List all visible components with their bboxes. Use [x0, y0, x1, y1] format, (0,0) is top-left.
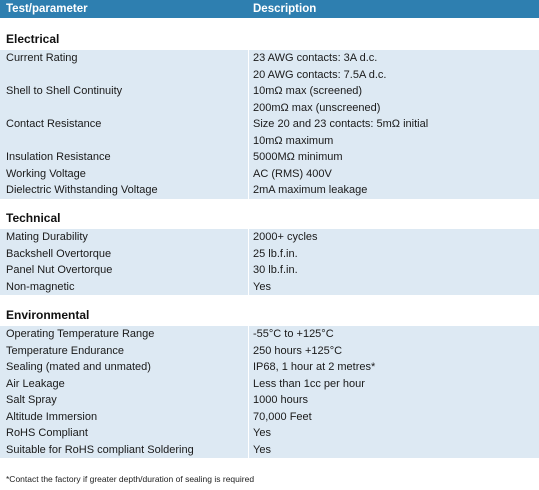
description-cell: 20 AWG contacts: 7.5A d.c. [253, 68, 387, 81]
parameter-cell: Altitude Immersion [6, 410, 98, 423]
parameter-cell: Working Voltage [6, 167, 86, 180]
footnote: *Contact the factory if greater depth/du… [6, 474, 255, 484]
description-cell: 2000+ cycles [253, 231, 318, 243]
description-cell: 70,000 Feet [253, 410, 312, 423]
header-description: Description [253, 3, 317, 15]
parameter-cell: Contact Resistance [6, 118, 102, 130]
description-cell: 5000MΩ minimum [253, 151, 343, 163]
parameter-cell: Non-magnetic [6, 280, 75, 293]
description-cell: -55°C to +125°C [253, 328, 334, 340]
parameter-cell: RoHS Compliant [6, 427, 88, 439]
parameter-cell: Temperature Endurance [6, 344, 125, 357]
description-cell: Yes [253, 443, 271, 456]
table-row: Contact Resistance Size 20 and 23 contact… [0, 116, 539, 133]
description-cell: 25 lb.f.in. [253, 247, 298, 260]
table-row: Backshell Overtorque 25 lb.f.in. [0, 245, 539, 262]
description-cell: 250 hours +125°C [253, 344, 343, 357]
parameter-cell: Shell to Shell Continuity [6, 85, 123, 97]
table-row: Mating Durability 2000+ cycles [0, 229, 539, 246]
parameter-cell: Backshell Overtorque [6, 247, 112, 260]
table-row: Panel Nut Overtorque 30 lb.f.in. [0, 262, 539, 279]
section-heading: Environmental [6, 308, 90, 322]
table-row: Insulation Resistance 5000MΩ minimum [0, 149, 539, 166]
parameter-cell: Air Leakage [6, 377, 65, 390]
parameter-cell: Salt Spray [6, 394, 57, 406]
column-divider [248, 229, 249, 295]
parameter-cell: Suitable for RoHS compliant Soldering [6, 443, 194, 456]
parameter-cell: Dielectric Withstanding Voltage [6, 184, 158, 196]
table-row: Suitable for RoHS compliant Soldering Yes [0, 441, 539, 458]
description-cell: 10mΩ max (screened) [253, 85, 363, 97]
description-cell: Size 20 and 23 contacts: 5mΩ initial [253, 118, 429, 130]
description-cell: Less than 1cc per hour [253, 377, 365, 390]
parameter-cell: Insulation Resistance [6, 151, 111, 163]
description-cell: Yes [253, 280, 271, 293]
description-cell: 200mΩ max (unscreened) [253, 101, 381, 114]
table-row: RoHS Compliant Yes [0, 425, 539, 442]
description-cell: Yes [253, 427, 271, 439]
table-row: 10mΩ maximum [0, 132, 539, 149]
header-test-parameter: Test/parameter [6, 3, 88, 15]
table-row: Salt Spray 1000 hours [0, 392, 539, 409]
table-row: Dielectric Withstanding Voltage 2mA maxim… [0, 182, 539, 199]
description-cell: 23 AWG contacts: 3A d.c. [253, 52, 378, 64]
table-row: Current Rating 23 AWG contacts: 3A d.c. [0, 50, 539, 67]
description-cell: AC (RMS) 400V [253, 167, 332, 180]
table-row: Air Leakage Less than 1cc per hour [0, 375, 539, 392]
table-row: Altitude Immersion 70,000 Feet [0, 408, 539, 425]
column-divider [248, 326, 249, 458]
description-cell: 30 lb.f.in. [253, 264, 298, 276]
table-row: Sealing (mated and unmated) IP68, 1 hour … [0, 359, 539, 376]
parameter-cell: Current Rating [6, 52, 78, 64]
parameter-cell: Operating Temperature Range [6, 328, 155, 340]
parameter-cell: Panel Nut Overtorque [6, 264, 113, 276]
table-row: Non-magnetic Yes [0, 278, 539, 295]
section-heading: Electrical [6, 32, 60, 46]
table-row: 200mΩ max (unscreened) [0, 99, 539, 116]
parameter-cell: Sealing (mated and unmated) [6, 361, 151, 373]
table-row: Temperature Endurance 250 hours +125°C [0, 342, 539, 359]
description-cell: 10mΩ maximum [253, 134, 334, 147]
description-cell: IP68, 1 hour at 2 metres* [253, 361, 376, 373]
description-cell: 1000 hours [253, 394, 309, 406]
table-row: 20 AWG contacts: 7.5A d.c. [0, 66, 539, 83]
table-row: Working Voltage AC (RMS) 400V [0, 165, 539, 182]
column-divider [248, 50, 249, 199]
table-row: Operating Temperature Range -55°C to +125… [0, 326, 539, 343]
parameter-cell: Mating Durability [6, 231, 88, 243]
section-heading: Technical [6, 211, 61, 225]
table-header: Test/parameter Description [0, 0, 539, 18]
table-row: Shell to Shell Continuity 10mΩ max (scree… [0, 83, 539, 100]
description-cell: 2mA maximum leakage [253, 184, 368, 196]
